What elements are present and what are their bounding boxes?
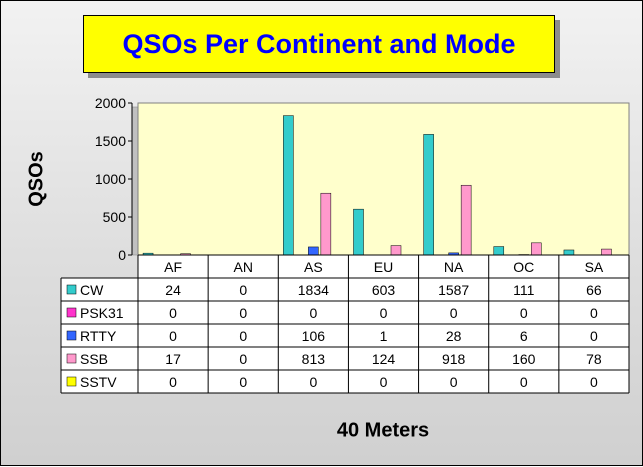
- data-label: 28: [446, 328, 462, 344]
- data-label: 0: [590, 305, 598, 321]
- data-label: 0: [169, 305, 177, 321]
- bar-ssb-oc: [531, 243, 541, 255]
- bar-cw-eu: [354, 209, 364, 255]
- y-tick-label: 0: [118, 247, 126, 263]
- legend-key-rtty: [67, 331, 76, 340]
- legend-key-cw: [67, 285, 76, 294]
- legend-key-psk31: [67, 308, 76, 317]
- y-tick-label: 1500: [95, 133, 126, 149]
- legend-label-ssb: SSB: [80, 351, 108, 367]
- category-label: EU: [374, 259, 393, 275]
- data-label: 0: [169, 374, 177, 390]
- bar-ssb-na: [461, 185, 471, 255]
- data-label: 0: [520, 374, 528, 390]
- data-label: 0: [239, 374, 247, 390]
- data-label: 17: [165, 351, 181, 367]
- y-tick-label: 500: [103, 209, 127, 225]
- bar-cw-sa: [564, 250, 574, 255]
- legend-label-sstv: SSTV: [80, 374, 117, 390]
- data-label: 0: [590, 374, 598, 390]
- legend-label-psk31: PSK31: [80, 305, 124, 321]
- legend-key-sstv: [67, 377, 76, 386]
- data-label: 24: [165, 282, 181, 298]
- category-label: AS: [304, 259, 323, 275]
- data-label: 0: [450, 374, 458, 390]
- legend-key-ssb: [67, 354, 76, 363]
- data-label: 603: [372, 282, 396, 298]
- legend-label-cw: CW: [80, 282, 104, 298]
- bar-cw-na: [424, 134, 434, 255]
- legend-label-rtty: RTTY: [80, 328, 117, 344]
- data-label: 66: [586, 282, 602, 298]
- category-label: NA: [444, 259, 464, 275]
- plot-side-wall: [132, 107, 138, 255]
- category-label: AN: [233, 259, 252, 275]
- data-label: 0: [239, 351, 247, 367]
- data-label: 0: [380, 305, 388, 321]
- data-label: 813: [302, 351, 326, 367]
- table-body-bg: [61, 278, 629, 393]
- category-label: AF: [164, 259, 182, 275]
- data-label: 78: [586, 351, 602, 367]
- data-label: 918: [442, 351, 466, 367]
- bar-ssb-eu: [391, 246, 401, 255]
- data-label: 6: [520, 328, 528, 344]
- category-label: SA: [585, 259, 604, 275]
- data-label: 0: [239, 305, 247, 321]
- plot-area: [138, 103, 629, 255]
- y-tick-label: 1000: [95, 171, 126, 187]
- bar-cw-as: [283, 116, 293, 255]
- data-label: 0: [520, 305, 528, 321]
- data-label: 0: [590, 328, 598, 344]
- category-label: OC: [513, 259, 534, 275]
- data-label: 160: [512, 351, 536, 367]
- data-label: 0: [450, 305, 458, 321]
- data-label: 0: [309, 374, 317, 390]
- data-label: 124: [372, 351, 396, 367]
- data-label: 106: [302, 328, 326, 344]
- data-label: 0: [380, 374, 388, 390]
- data-label: 0: [309, 305, 317, 321]
- bar-ssb-sa: [601, 249, 611, 255]
- bar-ssb-as: [321, 193, 331, 255]
- y-tick-label: 2000: [95, 95, 126, 111]
- bar-cw-oc: [494, 247, 504, 255]
- data-label: 0: [169, 328, 177, 344]
- data-label: 0: [239, 282, 247, 298]
- bar-rtty-as: [308, 247, 318, 255]
- data-label: 0: [239, 328, 247, 344]
- data-label: 111: [513, 282, 534, 298]
- data-label: 1834: [298, 282, 329, 298]
- data-label: 1: [380, 328, 388, 344]
- data-label: 1587: [438, 282, 469, 298]
